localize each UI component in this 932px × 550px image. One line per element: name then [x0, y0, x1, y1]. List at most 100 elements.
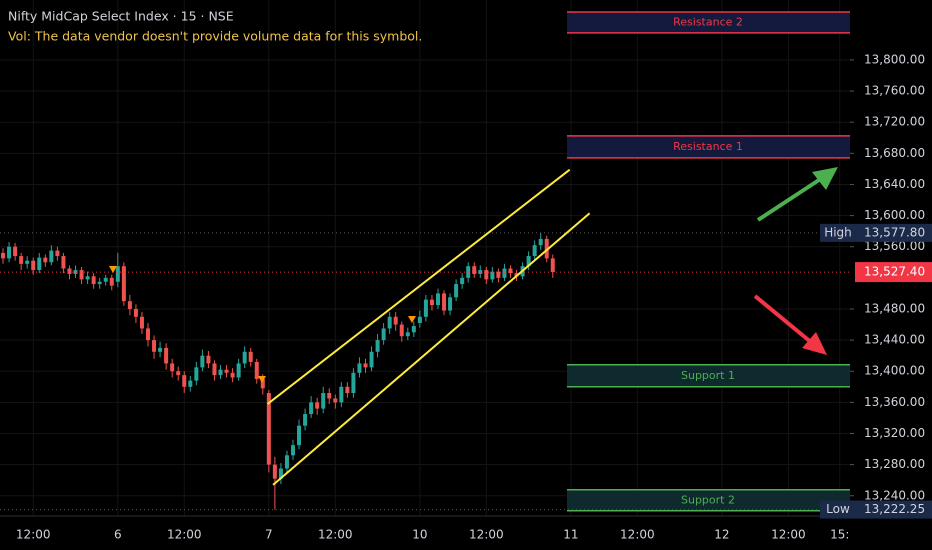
x-tick-label: 12:00	[620, 528, 655, 542]
candle-body	[460, 277, 465, 285]
x-tick-label: 12:00	[469, 528, 504, 542]
candle-body	[121, 266, 126, 302]
x-tick-label: 6	[114, 528, 122, 542]
zone	[567, 135, 850, 158]
y-tick-label: 13,640.00	[864, 177, 925, 191]
y-tick-label: 13,560.00	[864, 239, 925, 253]
candle-body	[417, 316, 422, 323]
candle-body	[260, 379, 265, 389]
level-name: Low	[826, 502, 850, 516]
candle-body	[200, 355, 205, 368]
candle-body	[85, 276, 90, 280]
level-value-badge	[855, 500, 932, 519]
x-tick-label: 7	[265, 528, 273, 542]
y-tick-label: 13,720.00	[864, 115, 925, 129]
level-value-label: 13,577.80	[864, 225, 925, 239]
candle-body	[25, 260, 30, 264]
candle-body	[188, 380, 193, 387]
candle-body	[218, 369, 223, 376]
x-tick-label: 15:	[830, 528, 849, 542]
candle-body	[115, 266, 120, 282]
level-name-badge	[820, 500, 855, 519]
arrow-head	[802, 332, 827, 355]
arrow-shaft	[753, 294, 814, 345]
candle-body	[490, 271, 495, 280]
candle-body	[333, 398, 338, 403]
chart-title: Nifty MidCap Select Index · 15 · NSE	[8, 9, 234, 24]
candle-body	[194, 367, 199, 381]
candle-body	[508, 268, 513, 274]
chart-subtitle: Vol: The data vendor doesn't provide vol…	[8, 29, 422, 44]
candle-body	[49, 250, 54, 263]
candle-body	[31, 260, 36, 271]
x-tick-label: 12:00	[771, 528, 806, 542]
candle-body	[61, 256, 66, 269]
zone-label: Resistance 2	[673, 15, 743, 28]
candle-body	[454, 284, 459, 298]
candle-body	[182, 375, 187, 387]
x-tick-label: 12:00	[16, 528, 51, 542]
candle-body	[79, 270, 84, 280]
candle-body	[429, 299, 434, 306]
candle-body	[164, 347, 169, 364]
candle-body	[278, 468, 283, 479]
candle-body	[158, 347, 163, 352]
overlays	[0, 168, 850, 511]
zones: Resistance 2 Resistance 1 Support 1 Support…	[567, 11, 850, 512]
candle-body	[448, 297, 453, 311]
candle-body	[532, 245, 537, 257]
candle-body	[538, 238, 543, 246]
candle-body	[254, 361, 259, 380]
down-arrow	[753, 294, 827, 355]
candle-body	[502, 268, 507, 278]
zone-label: Support 1	[681, 369, 735, 382]
candle-body	[381, 328, 386, 341]
level-name-badge	[820, 223, 855, 242]
candle-body	[393, 316, 398, 325]
candle-body	[43, 257, 48, 263]
arrow-head	[812, 167, 838, 190]
zone	[567, 11, 850, 33]
zone	[567, 489, 850, 511]
candle-body	[133, 308, 138, 317]
candle-body	[19, 256, 24, 264]
candle-body	[321, 393, 326, 409]
zone	[567, 364, 850, 387]
y-tick-label: 13,360.00	[864, 395, 925, 409]
candle-body	[526, 256, 531, 267]
candle-body	[544, 238, 549, 259]
candle-body	[7, 246, 12, 259]
x-tick-label: 12:00	[318, 528, 353, 542]
x-tick-label: 11	[563, 528, 578, 542]
candle-body	[97, 281, 102, 285]
candle-body	[139, 316, 144, 329]
candle-body	[442, 293, 447, 311]
candle-body	[309, 402, 314, 415]
trendline	[272, 212, 591, 486]
candle-body	[339, 386, 344, 403]
candle-body	[272, 464, 277, 479]
zone-label: Resistance 1	[673, 140, 743, 153]
candle-body	[152, 340, 157, 352]
candle-body	[363, 363, 368, 368]
arrow-shaft	[756, 176, 824, 222]
y-tick-label: 13,320.00	[864, 426, 925, 440]
last-price-label: 13,527.40	[864, 265, 925, 279]
candle-body	[357, 363, 362, 373]
candle-body	[127, 301, 132, 309]
candle-body	[351, 372, 356, 394]
event-marker	[109, 266, 117, 273]
candle-body	[103, 277, 108, 282]
y-tick-label: 13,440.00	[864, 333, 925, 347]
last-price-badge	[855, 262, 932, 283]
level-value-label: 13,222.25	[864, 502, 925, 516]
candle-body	[37, 257, 42, 271]
y-tick-label: 13,240.00	[864, 488, 925, 502]
y-tick-label: 13,280.00	[864, 457, 925, 471]
y-tick-label: 13,800.00	[864, 52, 925, 66]
candle-body	[345, 386, 350, 394]
y-tick-label: 13,680.00	[864, 146, 925, 160]
candle-body	[423, 299, 428, 317]
candle-body	[67, 268, 72, 274]
